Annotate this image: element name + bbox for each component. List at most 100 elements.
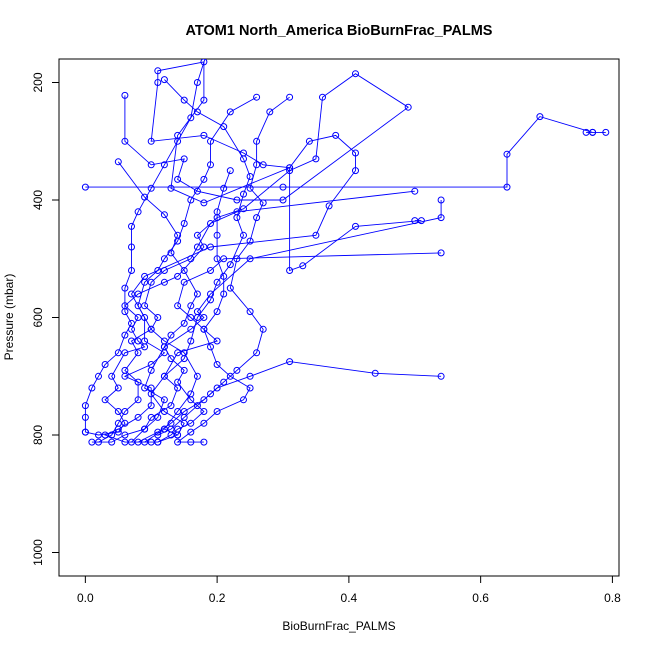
data-point (213, 208, 221, 216)
y-tick-label: 200 (31, 72, 45, 92)
data-point (220, 290, 228, 298)
data-point (371, 369, 379, 377)
series-line (150, 79, 251, 436)
data-point (174, 137, 182, 145)
data-point (187, 428, 195, 436)
data-point (134, 314, 142, 321)
series-4 (88, 196, 445, 446)
data-point (147, 366, 155, 374)
data-point (193, 79, 201, 86)
data-point (226, 167, 234, 175)
data-point (187, 114, 195, 122)
data-point (253, 137, 261, 145)
data-point (174, 349, 182, 357)
series-line (137, 96, 257, 443)
series-1 (101, 59, 425, 446)
data-point (503, 183, 511, 191)
data-point (121, 408, 129, 415)
data-point (121, 137, 129, 145)
data-point (312, 155, 320, 163)
data-point (286, 167, 294, 175)
data-point (213, 361, 221, 368)
data-point (167, 431, 175, 439)
data-point (200, 408, 208, 415)
data-point (207, 220, 214, 227)
series-line (98, 190, 415, 443)
series-line (85, 116, 606, 188)
data-point (81, 183, 89, 191)
data-point (253, 214, 261, 222)
series-line (131, 252, 442, 443)
data-point (101, 361, 109, 368)
data-point (167, 249, 175, 257)
data-point (213, 255, 221, 263)
data-point (226, 372, 234, 380)
data-point (207, 137, 214, 145)
data-point (160, 396, 168, 404)
data-point (134, 413, 142, 421)
data-point (121, 349, 129, 357)
data-point (141, 425, 149, 433)
data-point (279, 183, 287, 191)
data-point (240, 155, 247, 163)
data-point (226, 108, 234, 116)
data-point (200, 175, 208, 183)
data-point (299, 262, 307, 270)
data-point (437, 372, 445, 380)
data-point (160, 161, 168, 169)
data-point (160, 343, 168, 351)
data-point (101, 431, 109, 439)
data-point (213, 408, 221, 415)
series-line (85, 73, 409, 436)
data-point (174, 175, 182, 183)
data-point (213, 308, 221, 316)
data-point (352, 167, 359, 175)
data-point (437, 196, 445, 204)
data-point (114, 419, 122, 427)
data-point (187, 255, 195, 263)
data-point (246, 372, 254, 380)
data-point (147, 413, 155, 421)
data-point (187, 337, 195, 345)
data-point (134, 337, 142, 345)
series-layer (81, 59, 610, 446)
data-point (114, 384, 122, 392)
data-point (160, 76, 168, 84)
data-point (240, 190, 247, 198)
series-13 (147, 76, 254, 439)
data-point (417, 217, 425, 225)
data-point (233, 255, 241, 263)
data-point (95, 438, 102, 446)
x-tick-label: 0.8 (604, 591, 621, 605)
data-point (233, 214, 241, 222)
data-point (253, 93, 261, 101)
data-point (160, 408, 168, 415)
data-point (266, 108, 274, 116)
x-tick-label: 0.0 (77, 591, 94, 605)
data-point (134, 396, 142, 404)
data-point (259, 199, 267, 207)
data-point (437, 249, 445, 257)
data-point (437, 214, 445, 222)
data-point (240, 205, 247, 213)
data-point (180, 419, 188, 427)
data-point (240, 396, 247, 404)
y-tick-label: 800 (31, 425, 45, 445)
data-point (160, 255, 168, 263)
data-point (246, 308, 254, 316)
x-axis-label: BioBurnFrac_PALMS (282, 619, 395, 633)
data-point (503, 150, 511, 158)
data-point (286, 93, 294, 101)
x-tick-label: 0.6 (472, 591, 489, 605)
data-point (259, 161, 267, 169)
data-point (128, 243, 135, 251)
data-point (147, 390, 155, 398)
data-point (154, 438, 162, 446)
data-point (128, 267, 135, 274)
x-axis: 0.0 0.2 0.4 0.6 0.8 (77, 575, 621, 605)
data-point (200, 438, 208, 446)
data-point (187, 302, 195, 310)
data-point (134, 349, 142, 357)
data-point (246, 237, 254, 245)
data-point (108, 438, 116, 446)
